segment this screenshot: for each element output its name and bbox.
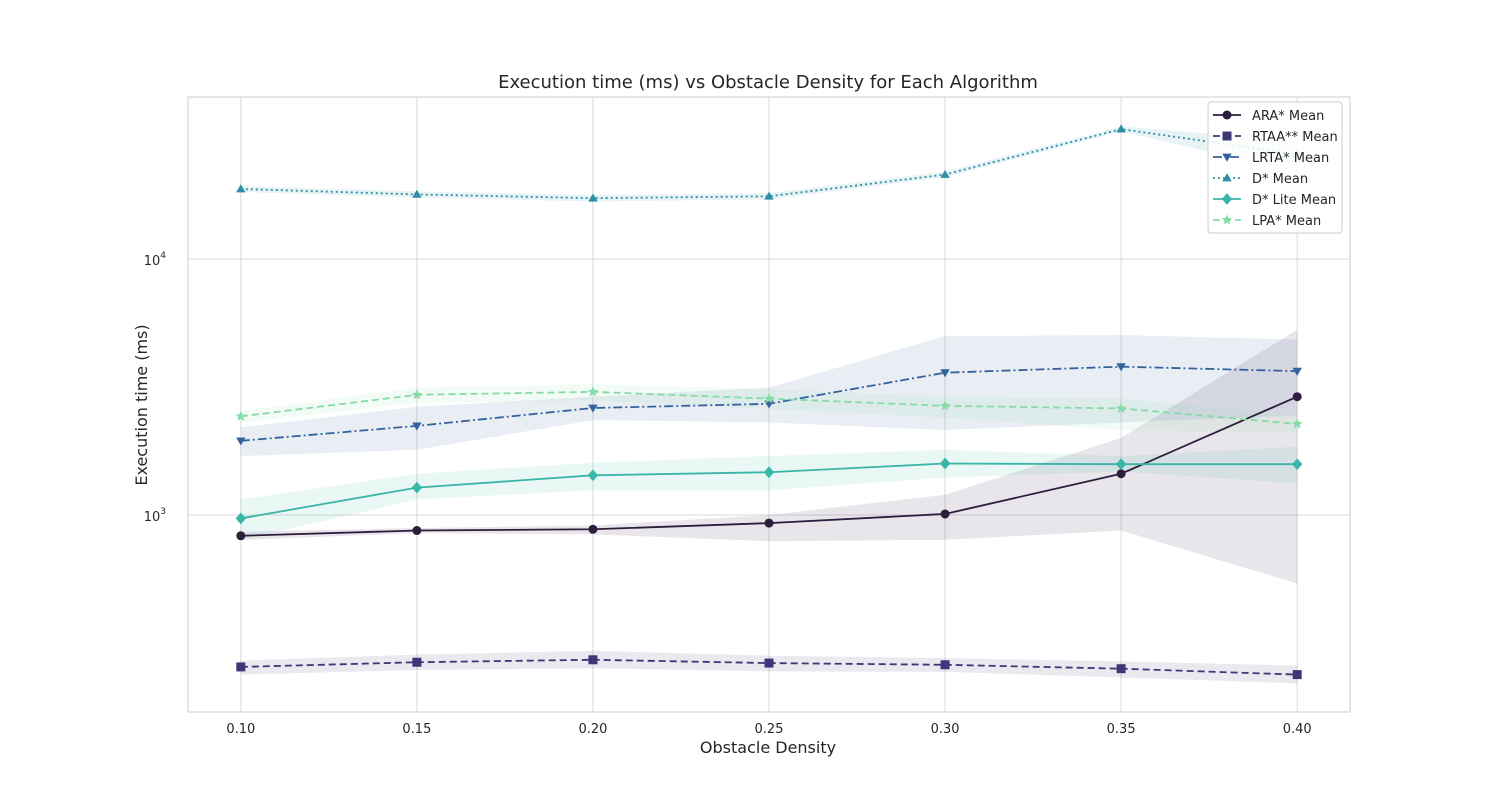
plot-frame bbox=[187, 96, 1351, 713]
point-series-3 bbox=[588, 193, 598, 202]
point-series-2 bbox=[1116, 363, 1126, 372]
legend-marker bbox=[1222, 173, 1232, 182]
point-series-2 bbox=[1292, 367, 1302, 376]
point-series-5 bbox=[411, 389, 423, 400]
legend-label: D* Mean bbox=[1252, 172, 1308, 187]
legend-label: RTAA** Mean bbox=[1252, 130, 1338, 145]
point-series-0 bbox=[1292, 392, 1302, 402]
legend-marker bbox=[1222, 153, 1232, 162]
series-markers bbox=[235, 124, 1303, 680]
point-series-5 bbox=[1115, 402, 1127, 413]
point-series-4 bbox=[763, 466, 775, 479]
band-series-3 bbox=[240, 126, 1298, 202]
band-series-4 bbox=[240, 446, 1298, 540]
legend-label: D* Lite Mean bbox=[1252, 193, 1336, 208]
point-series-1 bbox=[236, 662, 246, 672]
x-axis: 0.10 0.15 0.20 0.25 0.30 0.35 0.40 bbox=[226, 722, 1311, 737]
legend-label: LRTA* Mean bbox=[1252, 151, 1329, 166]
point-series-4 bbox=[939, 457, 951, 470]
x-tick-label: 0.10 bbox=[226, 722, 255, 737]
y-axis-label: Execution time (ms) bbox=[132, 324, 151, 485]
legend-label: LPA* Mean bbox=[1252, 214, 1321, 229]
point-series-5 bbox=[1291, 418, 1303, 429]
point-series-2 bbox=[412, 422, 422, 431]
legend-box bbox=[1207, 101, 1343, 234]
point-series-5 bbox=[235, 410, 247, 421]
point-series-0 bbox=[588, 524, 598, 534]
point-series-0 bbox=[764, 518, 774, 528]
x-tick-label: 0.15 bbox=[402, 722, 431, 737]
x-tick-label: 0.35 bbox=[1107, 722, 1136, 737]
point-series-1 bbox=[1292, 670, 1302, 680]
y-tick-label: 103 bbox=[144, 507, 166, 525]
point-series-0 bbox=[412, 526, 422, 536]
legend-marker bbox=[1222, 110, 1232, 120]
point-series-3 bbox=[1116, 124, 1126, 133]
point-series-4 bbox=[1292, 458, 1303, 471]
x-tick-label: 0.20 bbox=[578, 722, 607, 737]
point-series-3 bbox=[236, 184, 246, 193]
point-series-5 bbox=[763, 393, 775, 404]
point-series-2 bbox=[236, 437, 246, 446]
chart-title: Execution time (ms) vs Obstacle Density … bbox=[498, 72, 1038, 93]
x-tick-label: 0.40 bbox=[1283, 722, 1312, 737]
point-series-2 bbox=[940, 369, 950, 378]
point-series-3 bbox=[940, 169, 950, 178]
point-series-0 bbox=[236, 531, 246, 541]
point-series-4 bbox=[235, 512, 246, 525]
point-series-2 bbox=[588, 404, 598, 413]
point-series-3 bbox=[412, 189, 422, 198]
legend-marker bbox=[1221, 214, 1233, 225]
point-series-1 bbox=[412, 657, 422, 667]
y-tick-label: 104 bbox=[144, 251, 167, 269]
point-series-1 bbox=[764, 658, 774, 668]
point-series-5 bbox=[587, 386, 599, 397]
point-series-4 bbox=[411, 481, 423, 494]
x-tick-label: 0.25 bbox=[755, 722, 784, 737]
point-series-5 bbox=[939, 400, 951, 411]
legend-marker bbox=[1222, 131, 1232, 141]
legend: ARA* Mean RTAA** Mean LRTA* Mean D* Mean D* … bbox=[1207, 101, 1343, 234]
y-axis: 103 104 bbox=[144, 251, 167, 525]
point-series-1 bbox=[588, 655, 598, 665]
point-series-0 bbox=[1116, 469, 1126, 479]
point-series-3 bbox=[764, 191, 774, 200]
point-series-4 bbox=[587, 469, 599, 482]
x-tick-label: 0.30 bbox=[931, 722, 960, 737]
legend-marker bbox=[1221, 193, 1233, 205]
x-axis-label: Obstacle Density bbox=[700, 738, 836, 757]
point-series-1 bbox=[940, 660, 950, 670]
point-series-0 bbox=[940, 509, 950, 519]
band-series-0 bbox=[240, 329, 1298, 584]
point-series-1 bbox=[1116, 664, 1126, 674]
point-series-4 bbox=[1115, 458, 1127, 471]
legend-label: ARA* Mean bbox=[1252, 109, 1324, 124]
